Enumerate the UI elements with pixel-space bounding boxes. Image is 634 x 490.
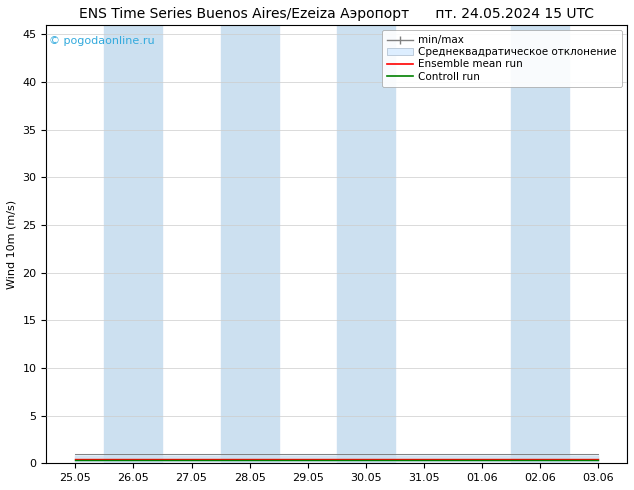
Bar: [627, 25, 634, 464]
Bar: [337, 25, 395, 464]
Text: © pogodaonline.ru: © pogodaonline.ru: [49, 36, 155, 46]
Title: ENS Time Series Buenos Aires/Ezeiza Аэропорт      пт. 24.05.2024 15 UTC: ENS Time Series Buenos Aires/Ezeiza Аэро…: [79, 7, 594, 21]
Bar: [511, 25, 569, 464]
Bar: [105, 25, 162, 464]
Y-axis label: Wind 10m (m/s): Wind 10m (m/s): [7, 199, 17, 289]
Bar: [221, 25, 278, 464]
Legend: min/max, Среднеквадратическое отклонение, Ensemble mean run, Controll run: min/max, Среднеквадратическое отклонение…: [382, 30, 622, 87]
